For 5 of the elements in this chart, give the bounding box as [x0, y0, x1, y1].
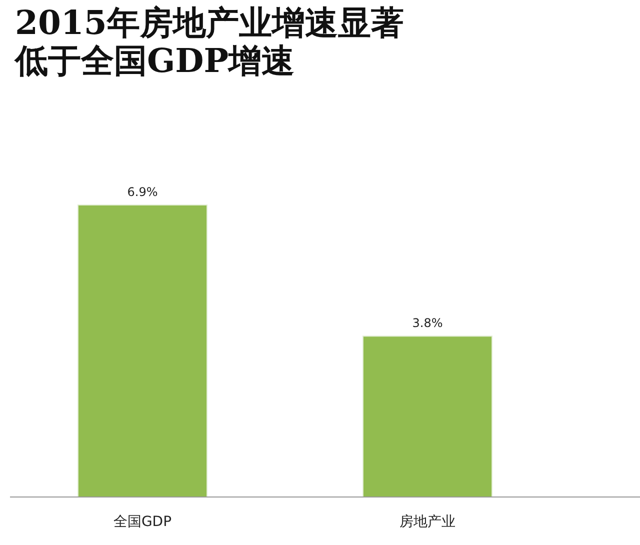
- data-label: 3.8%: [412, 316, 443, 330]
- x-tick-label: 房地产业: [400, 514, 456, 530]
- x-tick-label: 全国GDP: [113, 514, 172, 530]
- chart-title: 2015年房地产业增速显著低于全国GDP增速: [15, 3, 405, 80]
- data-label: 6.9%: [127, 185, 158, 199]
